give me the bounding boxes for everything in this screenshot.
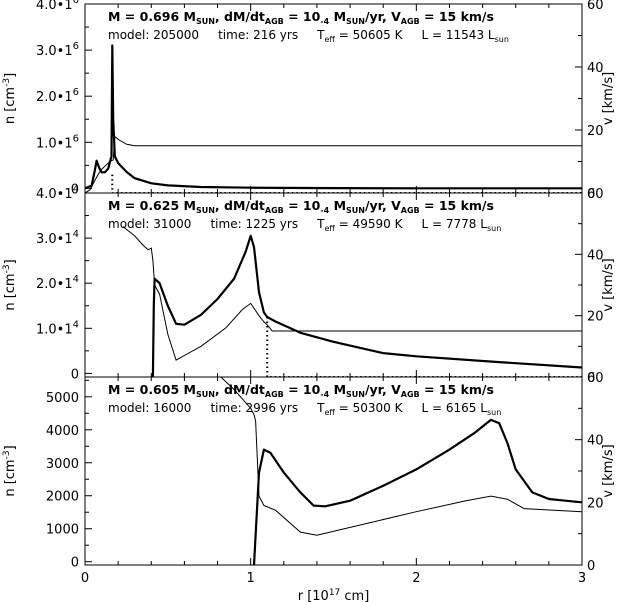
y-left-axis-label: n [cm-3​] <box>2 445 18 496</box>
y-right-tick-label: 40 <box>587 248 604 263</box>
x-tick-label: 0 <box>81 571 89 586</box>
x-tick-label: 3 <box>578 571 586 586</box>
panel-3: 0 1000 2000 3000 4000 5000 0 20 40 60 n [cm-3​] v [… <box>2 371 616 574</box>
y-right-axis-label: v [km/s] <box>601 444 616 497</box>
y-left-tick-label: 3000 <box>46 457 79 472</box>
y-right-tick-label: 20 <box>587 310 604 325</box>
x-tick-label: 2 <box>412 571 420 586</box>
y-left-tick-label: 0 <box>71 182 79 197</box>
panel-title: M = 0.605 MSUN​, dM/dtAGB​ = 10-4​ MSUN​… <box>108 382 494 399</box>
y-right-axis-label: v [km/s] <box>601 72 616 125</box>
panel-info: model: 205000 time: 216 yrs Teff​ = 5060… <box>108 28 509 44</box>
y-left-axis-label: n [cm-3​] <box>2 259 18 310</box>
y-left-tick-label: 4.0•16 <box>36 0 79 13</box>
x-axis-label: r [1017​ cm] <box>298 588 370 602</box>
panel-info: model: 16000 time: 2996 yrs Teff​ = 5030… <box>108 401 501 417</box>
density-line <box>85 44 582 190</box>
velocity-line <box>85 135 582 193</box>
y-left-tick-label: 0 <box>71 556 79 571</box>
y-right-tick-label: 0 <box>587 187 595 202</box>
density-line <box>151 234 582 377</box>
y-right-tick-label: 20 <box>587 496 604 511</box>
y-right-tick-label: 60 <box>587 0 604 13</box>
y-left-tick-label: 0 <box>71 367 79 382</box>
velocity-line <box>220 377 582 536</box>
y-right-tick-label: 40 <box>587 434 604 449</box>
y-left-tick-label: 1000 <box>46 523 79 538</box>
panel-title: M = 0.696 MSUN​, dM/dtAGB​ = 10-4​ MSUN​… <box>108 9 494 26</box>
y-left-tick-label: 4.0•14 <box>36 184 79 202</box>
velocity-line <box>122 226 582 361</box>
panel-title: M = 0.625 MSUN​, dM/dtAGB​ = 10-4​ MSUN​… <box>108 198 494 215</box>
y-right-tick-label: 60 <box>587 187 604 202</box>
y-left-tick-label: 1.0•16 <box>36 133 79 151</box>
y-left-tick-label: 2.0•14 <box>36 274 79 292</box>
y-right-tick-label: 0 <box>587 371 595 386</box>
y-left-tick-label: 1.0•14 <box>36 319 79 337</box>
y-left-tick-label: 3.0•14 <box>36 229 79 247</box>
y-left-tick-label: 2000 <box>46 490 79 505</box>
y-left-tick-label: 5000 <box>46 391 79 406</box>
density-line <box>252 418 582 565</box>
y-right-tick-label: 0 <box>587 559 595 574</box>
dotted-line <box>266 317 582 377</box>
x-tick-label: 1 <box>247 571 255 586</box>
y-right-tick-label: 40 <box>587 61 604 76</box>
dotted-line <box>111 174 582 193</box>
y-left-axis-label: n [cm-3​] <box>2 73 18 124</box>
y-right-tick-label: 60 <box>587 371 604 386</box>
y-left-tick-label: 4000 <box>46 424 79 439</box>
panel-1: 0 1.0•16 2.0•16 3.0•16 4.0•16 0 20 40 60 n [cm-3​… <box>2 0 616 202</box>
y-right-tick-label: 20 <box>587 124 604 139</box>
y-left-tick-label: 3.0•16 <box>36 41 79 59</box>
y-left-tick-label: 2.0•16 <box>36 87 79 105</box>
y-right-axis-label: v [km/s] <box>601 258 616 311</box>
panel-info: model: 31000 time: 1225 yrs Teff​ = 4959… <box>108 217 501 233</box>
